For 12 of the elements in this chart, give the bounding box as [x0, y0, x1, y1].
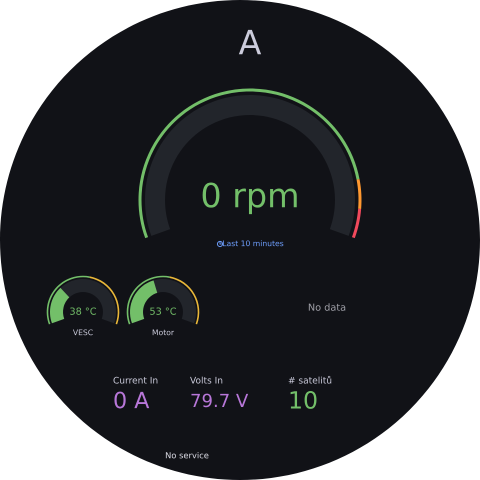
text: No service [166, 452, 208, 458]
category-label: Current In [114, 376, 158, 384]
data-label: 0 A [114, 392, 150, 408]
data-label: 53 °C [150, 307, 176, 315]
data-label: 10 [290, 390, 316, 409]
data-label: 0 rpm [202, 182, 297, 214]
category-label: # satelitů [288, 376, 332, 384]
category-label: Volts In [190, 376, 222, 384]
data-label: 38 °C [70, 307, 96, 315]
data-label: 79.7 V [191, 394, 248, 408]
text: A [238, 30, 262, 54]
text: No data [308, 303, 346, 311]
